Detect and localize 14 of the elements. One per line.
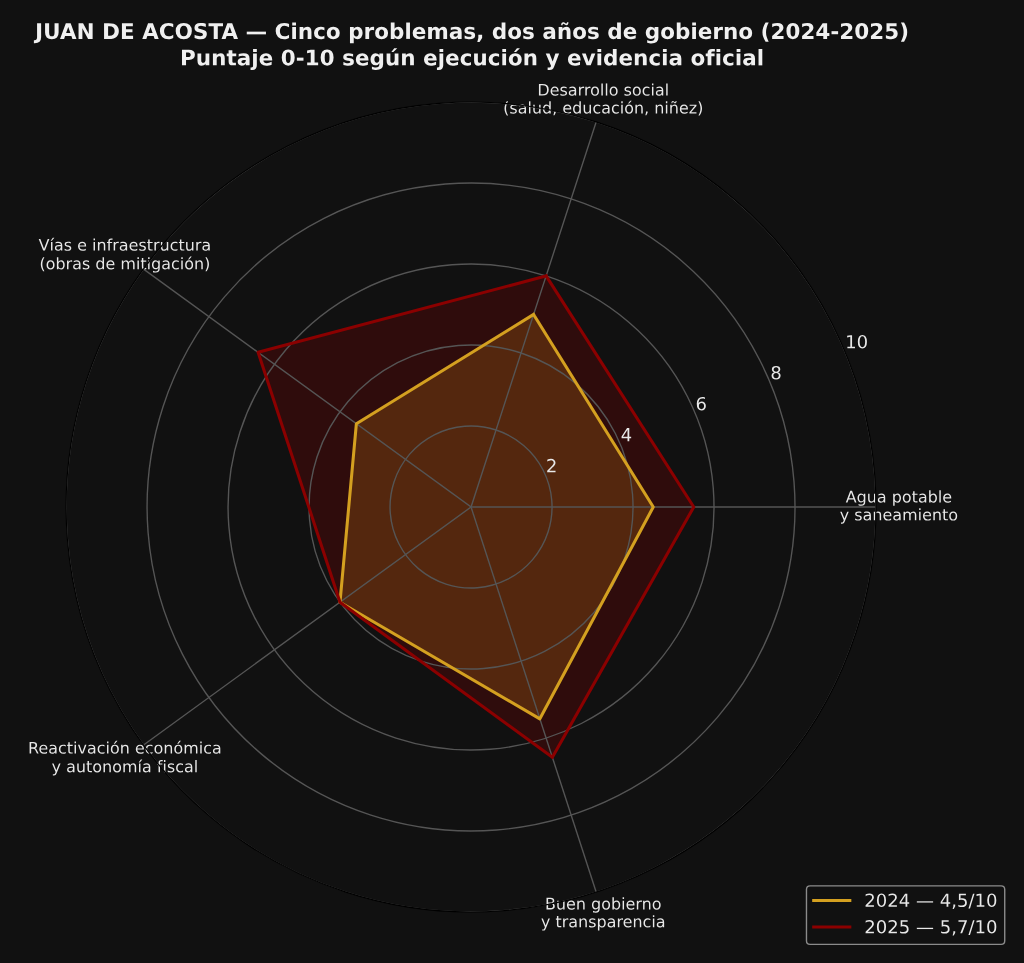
spoke-label: Vías e infraestructura (obras de mitigación): [38, 237, 210, 273]
y-tick-label: 6: [696, 396, 706, 411]
spoke-label: Desarrollo social (salud, educación, niñez): [504, 83, 703, 116]
y-tick-label: 10: [847, 334, 867, 349]
spoke-label: Agua potable y saneamiento: [840, 490, 958, 524]
y-tick-label: 8: [771, 365, 781, 380]
chart-subtitle: Puntaje 0-10 según ejecución y evidencia oficial: [181, 48, 763, 71]
spoke-label: Buen gobierno y transparencia: [541, 897, 665, 931]
legend-label: 2025 — 5,7/10: [865, 919, 997, 936]
y-tick-label: 4: [621, 428, 632, 442]
chart-title: JUAN DE ACOSTA — Cinco problemas, dos años de gobierno (2024-2025): [33, 22, 908, 44]
y-tick-label: 2: [547, 458, 556, 473]
legend-label: 2024 — 4,5/10: [865, 893, 997, 909]
spoke-label: Reactivación económica y autonomía fiscal: [29, 740, 221, 776]
